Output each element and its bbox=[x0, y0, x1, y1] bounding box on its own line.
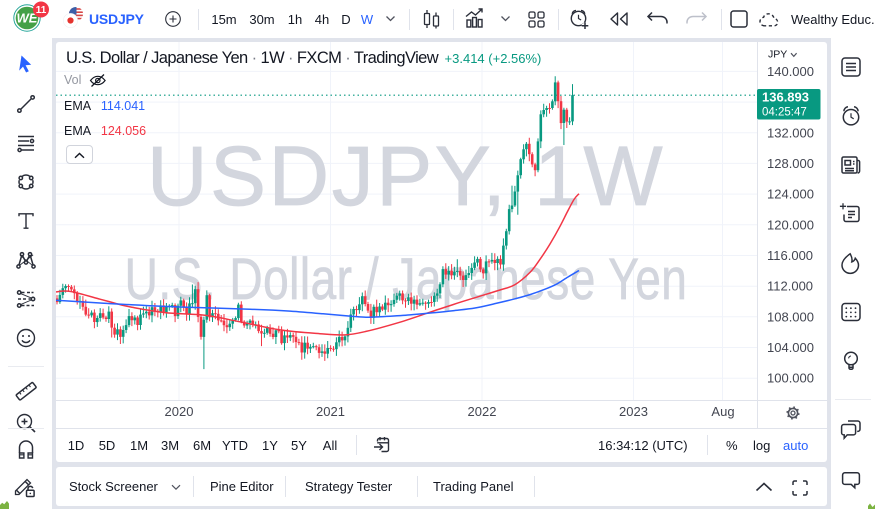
svg-text:2020: 2020 bbox=[165, 404, 194, 419]
svg-text:132.000: 132.000 bbox=[767, 125, 814, 140]
svg-text:JPY: JPY bbox=[768, 49, 787, 61]
svg-text:116.000: 116.000 bbox=[767, 248, 813, 263]
svg-text:100.000: 100.000 bbox=[767, 371, 814, 386]
svg-text:120.000: 120.000 bbox=[767, 217, 814, 232]
svg-text:U.S. Dollar / Japanese Yen: U.S. Dollar / Japanese Yen bbox=[125, 247, 688, 313]
svg-text:2023: 2023 bbox=[619, 404, 648, 419]
svg-text:140.000: 140.000 bbox=[767, 64, 814, 79]
svg-text:128.000: 128.000 bbox=[767, 156, 814, 171]
svg-text:112.000: 112.000 bbox=[767, 279, 813, 294]
svg-text:2021: 2021 bbox=[316, 404, 345, 419]
svg-text:04:25:47: 04:25:47 bbox=[762, 107, 807, 119]
svg-text:Aug: Aug bbox=[711, 404, 734, 419]
svg-text:11: 11 bbox=[36, 5, 47, 16]
svg-text:USDJPY, 1W: USDJPY, 1W bbox=[147, 129, 665, 223]
svg-text:2022: 2022 bbox=[468, 404, 497, 419]
svg-text:108.000: 108.000 bbox=[767, 309, 814, 324]
svg-text:104.000: 104.000 bbox=[767, 340, 814, 355]
svg-text:WE: WE bbox=[17, 11, 38, 26]
svg-text:136.893: 136.893 bbox=[762, 90, 809, 105]
svg-text:124.000: 124.000 bbox=[767, 187, 814, 202]
